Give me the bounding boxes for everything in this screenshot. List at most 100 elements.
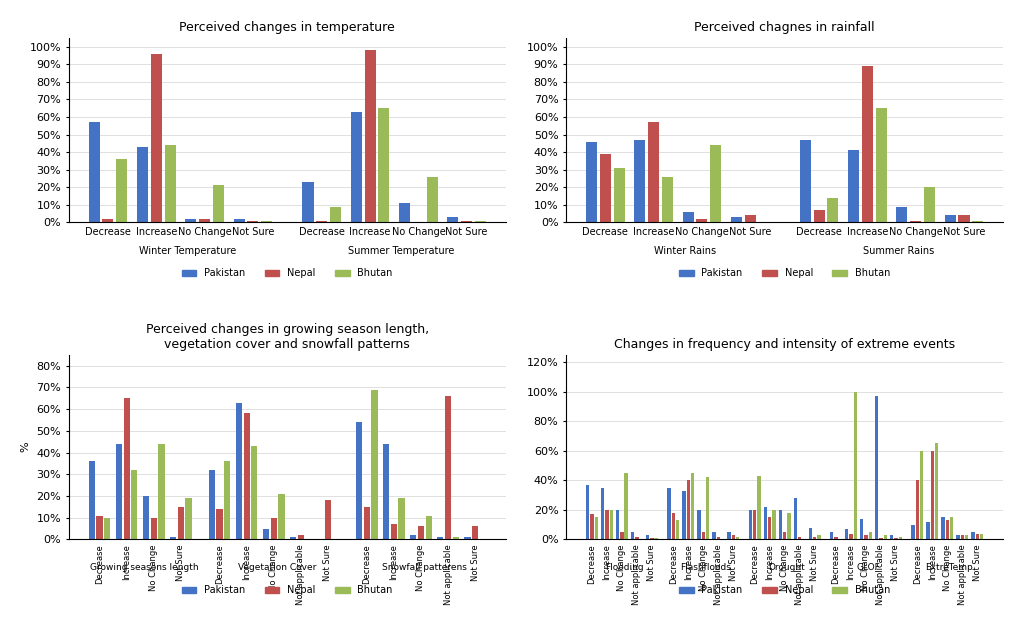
Bar bbox=[950, 517, 953, 539]
Bar bbox=[648, 122, 659, 222]
Bar bbox=[880, 538, 883, 539]
Bar bbox=[710, 145, 721, 222]
Bar bbox=[701, 532, 705, 539]
Bar bbox=[672, 513, 675, 539]
Bar bbox=[935, 444, 938, 539]
Bar bbox=[976, 534, 979, 539]
Bar bbox=[437, 537, 443, 539]
Bar bbox=[813, 537, 816, 539]
Bar bbox=[178, 507, 184, 539]
Bar bbox=[731, 535, 735, 539]
Bar bbox=[915, 480, 920, 539]
Bar bbox=[365, 50, 376, 222]
Bar bbox=[475, 221, 486, 222]
Bar bbox=[170, 537, 176, 539]
Text: Drought: Drought bbox=[768, 563, 805, 572]
Bar bbox=[165, 145, 175, 222]
Y-axis label: %: % bbox=[20, 442, 31, 453]
Bar bbox=[744, 215, 756, 222]
Bar bbox=[199, 219, 210, 222]
Bar bbox=[809, 528, 812, 539]
Bar bbox=[233, 219, 245, 222]
Text: ExtreTemp: ExtreTemp bbox=[926, 563, 974, 572]
Bar bbox=[447, 217, 459, 222]
Bar bbox=[124, 398, 130, 539]
Bar bbox=[654, 538, 657, 539]
Bar bbox=[931, 451, 934, 539]
Bar bbox=[753, 510, 757, 539]
Bar bbox=[261, 221, 272, 222]
Bar bbox=[236, 403, 242, 539]
Bar bbox=[945, 215, 955, 222]
Bar bbox=[682, 491, 686, 539]
Bar bbox=[426, 516, 432, 539]
Bar bbox=[835, 537, 838, 539]
Bar bbox=[96, 516, 102, 539]
Bar bbox=[600, 154, 610, 222]
Bar bbox=[131, 470, 137, 539]
Bar bbox=[615, 510, 620, 539]
Bar bbox=[972, 221, 983, 222]
Bar bbox=[102, 219, 114, 222]
Bar bbox=[849, 534, 853, 539]
Bar bbox=[845, 529, 849, 539]
Bar bbox=[757, 476, 761, 539]
Bar bbox=[464, 537, 470, 539]
Bar bbox=[783, 532, 786, 539]
Bar bbox=[635, 537, 639, 539]
Bar bbox=[697, 510, 700, 539]
Bar bbox=[731, 217, 741, 222]
Bar bbox=[427, 177, 437, 222]
Title: Perceived changes in temperature: Perceived changes in temperature bbox=[179, 21, 395, 34]
Bar bbox=[650, 538, 653, 539]
Text: Snowfall patterens: Snowfall patterens bbox=[382, 563, 467, 572]
Text: GLOF: GLOF bbox=[856, 563, 880, 572]
Bar bbox=[89, 122, 99, 222]
Bar bbox=[736, 537, 739, 539]
Bar bbox=[151, 54, 162, 222]
Text: Winter Temperature: Winter Temperature bbox=[138, 246, 236, 256]
Bar bbox=[896, 206, 907, 222]
Bar bbox=[595, 517, 598, 539]
Bar bbox=[270, 518, 276, 539]
Bar bbox=[817, 535, 820, 539]
Bar bbox=[898, 537, 902, 539]
Text: Vegetation Cover: Vegetation Cover bbox=[239, 563, 316, 572]
Bar bbox=[683, 212, 693, 222]
Bar bbox=[749, 510, 752, 539]
Bar bbox=[383, 444, 389, 539]
Bar bbox=[445, 396, 452, 539]
Bar bbox=[391, 524, 397, 539]
Bar bbox=[364, 507, 370, 539]
Bar bbox=[461, 221, 472, 222]
Bar bbox=[625, 473, 628, 539]
Bar bbox=[778, 510, 782, 539]
Bar bbox=[945, 520, 949, 539]
Legend: Pakistan, Nepal, Bhutan: Pakistan, Nepal, Bhutan bbox=[675, 582, 894, 599]
Title: Changes in frequency and intensity of extreme events: Changes in frequency and intensity of ex… bbox=[614, 338, 955, 351]
Title: Perceived changes in growing season length,
vegetation cover and snowfall patter: Perceived changes in growing season leng… bbox=[145, 323, 429, 351]
Bar bbox=[399, 203, 410, 222]
Bar bbox=[601, 488, 604, 539]
Text: Winter Rains: Winter Rains bbox=[653, 246, 716, 256]
Bar bbox=[379, 108, 389, 222]
Bar bbox=[185, 219, 197, 222]
Bar bbox=[676, 520, 679, 539]
Bar bbox=[706, 477, 710, 539]
Bar bbox=[298, 535, 304, 539]
Bar bbox=[894, 538, 898, 539]
Bar bbox=[956, 535, 959, 539]
Bar bbox=[634, 140, 645, 222]
Bar bbox=[418, 527, 424, 539]
Bar bbox=[472, 527, 478, 539]
Bar bbox=[586, 142, 597, 222]
Bar bbox=[911, 525, 914, 539]
Bar bbox=[290, 537, 296, 539]
Bar bbox=[117, 159, 127, 222]
Text: Summer Rains: Summer Rains bbox=[863, 246, 934, 256]
Bar bbox=[631, 532, 634, 539]
Legend: Pakistan, Nepal, Bhutan: Pakistan, Nepal, Bhutan bbox=[178, 582, 396, 599]
Bar bbox=[209, 470, 215, 539]
Bar bbox=[961, 535, 964, 539]
Text: Flooding: Flooding bbox=[605, 563, 643, 572]
